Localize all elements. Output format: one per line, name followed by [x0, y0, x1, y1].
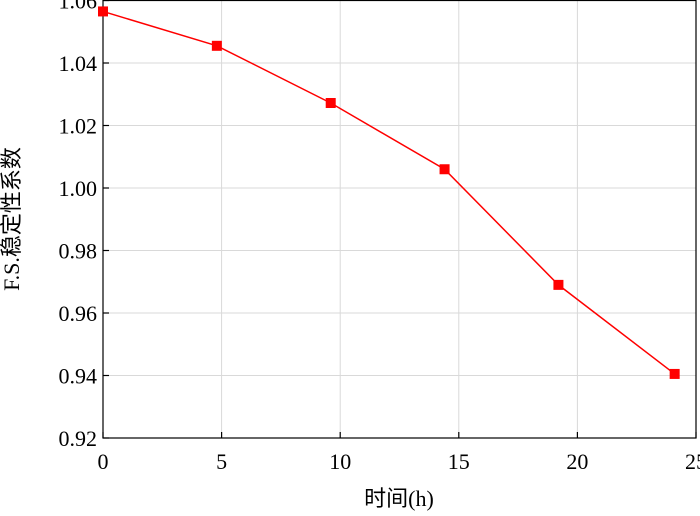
x-tick-label: 5 — [216, 449, 227, 474]
y-axis-title: F.S.稳定性系数 — [0, 147, 24, 291]
y-tick-label: 1.06 — [59, 0, 98, 14]
x-tick-label: 25 — [685, 449, 700, 474]
x-axis: 0 5 10 15 20 25 — [98, 432, 700, 474]
x-tick-label: 20 — [566, 449, 588, 474]
y-tick-label: 1.00 — [59, 176, 98, 201]
x-tick-label: 0 — [98, 449, 109, 474]
y-axis: 0.92 0.94 0.96 0.98 1.00 1.02 1.04 1.06 — [59, 0, 109, 451]
y-tick-label: 0.94 — [59, 364, 98, 389]
y-tick-label: 1.04 — [59, 51, 98, 76]
data-point — [439, 164, 450, 175]
data-point — [98, 6, 108, 17]
y-tick-label: 0.96 — [59, 301, 98, 326]
x-tick-label: 15 — [448, 449, 470, 474]
data-point — [669, 368, 680, 379]
data-point — [325, 98, 336, 108]
data-point — [553, 279, 564, 290]
x-tick-label: 10 — [329, 449, 351, 474]
grid-lines — [103, 0, 696, 438]
x-axis-title: 时间(h) — [364, 486, 434, 511]
y-tick-label: 0.92 — [59, 426, 98, 451]
y-tick-label: 1.02 — [59, 114, 98, 139]
y-tick-label: 0.98 — [59, 239, 98, 264]
series-line — [102, 10, 676, 375]
data-point — [211, 40, 222, 51]
series-markers — [98, 6, 680, 379]
plot-area-frame — [102, 0, 697, 439]
